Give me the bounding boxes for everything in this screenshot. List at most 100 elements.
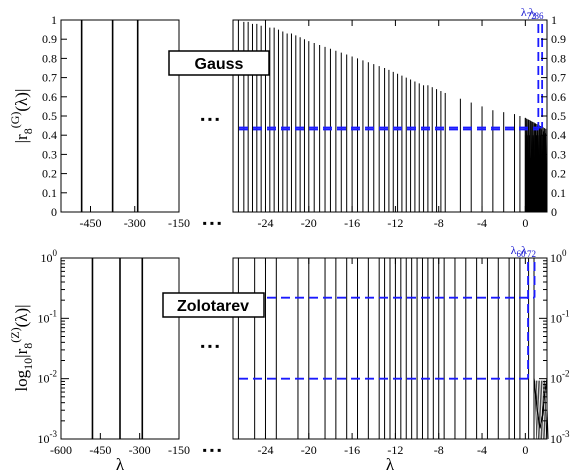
zolotarev-left-ytick-exp-1: -1 — [50, 308, 58, 318]
zolotarev-annotation-base-1: λ — [521, 243, 527, 257]
gauss-ytick-label-3: 0.3 — [42, 147, 57, 161]
gauss-right-ytick-label-10: 1 — [551, 13, 557, 27]
gauss-right-ytick-label-2: 0.2 — [551, 167, 566, 181]
gauss-right-xtick-label-0: -24 — [257, 216, 273, 230]
gauss-ylabel-post: (λ)| — [12, 89, 31, 112]
gauss-ytick-label-6: 0.6 — [42, 90, 57, 104]
zolotarev-ylabel-pre: log — [12, 369, 31, 391]
gauss-ytick-label-7: 0.7 — [42, 71, 57, 85]
zolotarev-axis-ellipsis: ▪ ▪ ▪ — [203, 443, 222, 457]
zolotarev-right-xtick-label-4: -8 — [434, 443, 444, 457]
gauss-right-ytick-label-4: 0.4 — [551, 128, 566, 142]
zolotarev-valley-hatch-1 — [536, 380, 539, 440]
gauss-left-xtick-label-1: -300 — [124, 216, 146, 230]
gauss-ytick-label-10: 1 — [51, 13, 57, 27]
zolotarev-right-ytick-label-3: 10-3 — [550, 429, 570, 446]
gauss-ylabel-pre: |r — [12, 134, 31, 143]
zolotarev-label: Zolotarev — [177, 298, 249, 315]
gauss-left-xtick-label-0: -450 — [80, 216, 102, 230]
zolotarev-left-ytick-label-0: 100 — [41, 248, 58, 265]
zolotarev-valley-hatch-0 — [534, 380, 538, 440]
gauss-right-frame — [232, 19, 548, 213]
gauss-ytick-label-5: 0.5 — [42, 109, 57, 123]
gauss-left-xtick-label-2: -150 — [168, 216, 190, 230]
zolotarev-left-ytick-exp-3: -3 — [50, 429, 58, 439]
gauss-annotation-0: λ72 — [521, 5, 536, 21]
gauss-right-ytick-label-0: 0 — [551, 205, 557, 219]
gauss-annotation-1: λ86 — [529, 5, 544, 21]
zolotarev-left-xtick-label-0: -600 — [50, 443, 72, 457]
zolotarev-label-box — [162, 292, 265, 318]
zolotarev-left-ytick-label-2: 10-2 — [38, 369, 58, 386]
zolotarev-ylabel-mid: |r — [12, 348, 31, 357]
zolotarev-left-ytick-exp-0: 0 — [53, 248, 58, 258]
zolotarev-right-ytick-base-2: 10 — [550, 372, 562, 386]
zolotarev-right-ytick-label-0: 100 — [550, 248, 567, 265]
zolotarev-mid-ellipsis: ▪ ▪ ▪ — [201, 339, 220, 353]
zolotarev-annotation-sub-1: 72 — [527, 249, 536, 259]
zolotarev-left-ytick-base-2: 10 — [38, 372, 50, 386]
zolotarev-annotation-sub-0: 60 — [516, 249, 526, 259]
zolotarev-valley-hatch-7 — [545, 380, 549, 440]
zolotarev-valley-hatch-2 — [537, 380, 541, 440]
zolotarev-valley-hatch-3 — [539, 380, 543, 440]
zolotarev-right-xtick-label-0: -24 — [257, 443, 273, 457]
zolotarev-left-ytick-base-3: 10 — [38, 432, 50, 446]
zolotarev-left-xtick-label-1: -450 — [89, 443, 111, 457]
gauss-ytick-label-8: 0.8 — [42, 51, 57, 65]
gauss-right-xtick-label-3: -12 — [387, 216, 403, 230]
gauss-annotation-sub-0: 72 — [527, 11, 536, 21]
gauss-right-xtick-label-4: -8 — [434, 216, 444, 230]
zolotarev-right-xtick-label-5: -4 — [477, 443, 487, 457]
zolotarev-left-ytick-exp-2: -2 — [50, 369, 58, 379]
zolotarev-right-xtick-label-2: -16 — [344, 443, 360, 457]
gauss-ytick-label-1: 0.1 — [42, 186, 57, 200]
zolotarev-right-ytick-base-0: 10 — [550, 251, 562, 265]
zolotarev-annotation-1: λ72 — [521, 243, 536, 259]
zolotarev-right-xtick-label-1: -20 — [301, 443, 317, 457]
zolotarev-right-xtick-label-6: 0 — [522, 443, 528, 457]
gauss-axis-ellipsis: ▪ ▪ ▪ — [203, 216, 222, 230]
zolotarev-left-ytick-label-1: 10-1 — [38, 308, 58, 325]
zolotarev-left-xtick-label-2: -300 — [129, 443, 151, 457]
zolotarev-right-ytick-exp-3: -3 — [562, 429, 570, 439]
gauss-ylabel-sub: 8 — [21, 128, 35, 134]
gauss-ytick-label-0: 0 — [51, 205, 57, 219]
gauss-ylabel-sup: (G) — [8, 112, 22, 129]
gauss-ytick-label-4: 0.4 — [42, 128, 57, 142]
zolotarev-left-ytick-base-0: 10 — [41, 251, 53, 265]
gauss-ytick-label-9: 0.9 — [42, 32, 57, 46]
gauss-right-ytick-label-8: 0.8 — [551, 51, 566, 65]
gauss-right-ytick-label-3: 0.3 — [551, 147, 566, 161]
zolotarev-ylabel-sub1: 10 — [21, 358, 35, 370]
gauss-dense-fill — [524, 135, 548, 209]
zolotarev-right-ytick-exp-0: 0 — [562, 248, 567, 258]
zolotarev-left-xlabel: λ — [116, 455, 125, 474]
gauss-label: Gauss — [195, 56, 244, 73]
gauss-right-xtick-label-6: 0 — [522, 216, 528, 230]
gauss-label-box — [168, 50, 270, 76]
gauss-mid-ellipsis: ▪ ▪ ▪ — [201, 112, 220, 126]
gauss-right-xtick-label-1: -20 — [301, 216, 317, 230]
gauss-right-ytick-label-5: 0.5 — [551, 109, 566, 123]
zolotarev-ylabel-post: (λ)| — [12, 304, 31, 327]
zolotarev-right-ytick-base-3: 10 — [550, 432, 562, 446]
zolotarev-annotation-base-0: λ — [511, 243, 517, 257]
zolotarev-right-ytick-exp-2: -2 — [562, 369, 570, 379]
zolotarev-ylabel: log10|r8(Z)(λ)| — [8, 304, 35, 391]
gauss-ylabel: |r8(G)(λ)| — [8, 89, 35, 144]
gauss-right-ytick-label-9: 0.9 — [551, 32, 566, 46]
zolotarev-left-ytick-base-1: 10 — [38, 311, 50, 325]
gauss-right-ytick-label-7: 0.7 — [551, 71, 566, 85]
gauss-annotation-sub-1: 86 — [535, 11, 545, 21]
zolotarev-right-ytick-label-1: 10-1 — [550, 308, 570, 325]
zolotarev-valley-hatch-4 — [540, 380, 544, 440]
zolotarev-right-xlabel: λ — [386, 455, 395, 474]
gauss-left-frame — [60, 19, 180, 213]
zolotarev-right-xtick-label-3: -12 — [387, 443, 403, 457]
gauss-annotation-base-0: λ — [521, 5, 527, 19]
gauss-ytick-label-2: 0.2 — [42, 167, 57, 181]
zolotarev-right-ytick-exp-1: -1 — [562, 308, 570, 318]
zolotarev-right-ytick-base-1: 10 — [550, 311, 562, 325]
zolotarev-annotation-0: λ60 — [511, 243, 526, 259]
